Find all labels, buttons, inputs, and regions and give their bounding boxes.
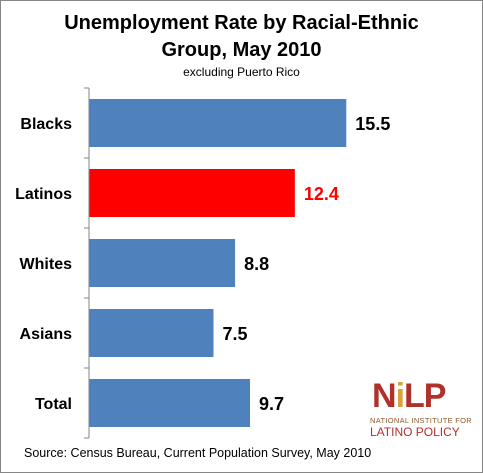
value-label-latinos: 12.4	[304, 184, 339, 204]
bar-blacks	[89, 99, 347, 147]
category-label-total: Total	[35, 396, 72, 413]
bar-total	[89, 379, 251, 427]
chart-title-line-2: Group, May 2010	[161, 39, 322, 61]
bar-whites	[89, 239, 236, 287]
nilp-logo: NiLP NATIONAL INSTITUTE FOR LATINO POLIC…	[368, 378, 476, 440]
logo-line-1: NATIONAL INSTITUTE FOR	[370, 416, 473, 425]
chart-title: Unemployment Rate by Racial-Ethnic Group…	[0, 10, 483, 64]
value-label-blacks: 15.5	[355, 114, 390, 134]
category-label-blacks: Blacks	[20, 116, 72, 133]
bar-latinos	[89, 169, 295, 217]
value-label-total: 9.7	[259, 394, 284, 414]
bar-asians	[89, 309, 214, 357]
logo-mark: NiLP	[372, 377, 446, 415]
category-label-asians: Asians	[20, 326, 73, 343]
source-note: Source: Census Bureau, Current Populatio…	[24, 446, 372, 460]
chart-title-line-1: Unemployment Rate by Racial-Ethnic	[64, 12, 419, 34]
value-label-whites: 8.8	[244, 254, 269, 274]
chart-subtitle: excluding Puerto Rico	[183, 65, 300, 79]
category-label-whites: Whites	[20, 256, 73, 273]
value-label-asians: 7.5	[223, 324, 248, 344]
category-label-latinos: Latinos	[15, 186, 72, 203]
logo-line-2: LATINO POLICY	[370, 425, 460, 439]
